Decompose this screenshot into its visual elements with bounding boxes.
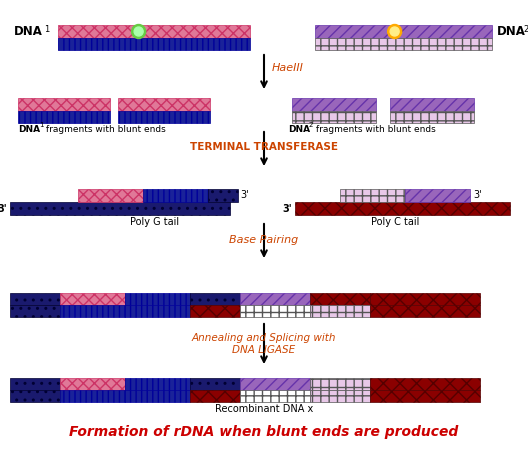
Text: 2: 2 [309,122,314,128]
Text: 3': 3' [0,203,7,213]
Bar [143,189,208,202]
Bar [60,293,125,305]
Text: 2: 2 [523,26,528,34]
Text: Recombinant DNA x: Recombinant DNA x [215,404,313,414]
Bar [78,189,143,202]
Bar [310,293,370,305]
Bar [118,111,210,123]
Text: DNA: DNA [18,125,40,134]
Bar [315,25,492,38]
Text: 3': 3' [473,191,482,201]
Bar [125,390,190,402]
Bar [125,293,190,305]
Circle shape [390,27,399,36]
Bar [240,378,310,390]
Bar [292,98,376,111]
Bar [10,390,60,402]
Bar [190,305,240,317]
Bar [58,38,250,50]
Bar [18,98,110,111]
Bar [118,98,210,111]
Bar [240,293,310,305]
Bar [60,378,125,390]
Bar [58,25,250,38]
Text: Poly G tail: Poly G tail [130,217,180,227]
Text: 1: 1 [44,26,49,34]
Bar [370,390,480,402]
Bar [190,390,240,402]
Text: Formation of rDNA when blunt ends are produced: Formation of rDNA when blunt ends are pr… [69,425,459,439]
Text: fragments with blunt ends: fragments with blunt ends [43,125,166,134]
Bar [370,378,480,390]
Bar [60,305,125,317]
Bar [310,378,370,390]
Bar [295,202,510,215]
Text: Poly C tail: Poly C tail [371,217,419,227]
Text: TERMINAL TRANSFERASE: TERMINAL TRANSFERASE [190,142,338,152]
Bar [10,305,60,317]
Bar [10,378,60,390]
Bar [340,189,405,202]
Text: DNA: DNA [14,25,43,38]
Bar [190,378,240,390]
Bar [10,293,60,305]
Bar [125,305,190,317]
Text: 3': 3' [240,191,249,201]
Bar [60,390,125,402]
Text: 3': 3' [282,203,292,213]
Bar [18,111,110,123]
Bar [310,305,370,317]
Bar [390,111,474,123]
Bar [310,390,370,402]
Bar [190,293,240,305]
Bar [370,305,480,317]
Bar [292,111,376,123]
Circle shape [388,24,402,38]
Text: Annealing and Splicing with
DNA LIGASE: Annealing and Splicing with DNA LIGASE [192,333,336,355]
Bar [405,189,470,202]
Bar [125,378,190,390]
Bar [370,293,480,305]
Circle shape [131,24,146,38]
Bar [240,305,310,317]
Bar [390,98,474,111]
Bar [315,38,492,50]
Text: HaeIII: HaeIII [272,63,304,73]
Text: Base Pairing: Base Pairing [229,235,299,245]
Text: 1: 1 [39,122,43,128]
Bar [240,390,310,402]
Bar [10,202,230,215]
Bar [208,189,238,202]
Text: fragments with blunt ends: fragments with blunt ends [313,125,436,134]
Text: DNA: DNA [288,125,310,134]
Text: DNA: DNA [497,25,526,38]
Circle shape [134,27,143,36]
